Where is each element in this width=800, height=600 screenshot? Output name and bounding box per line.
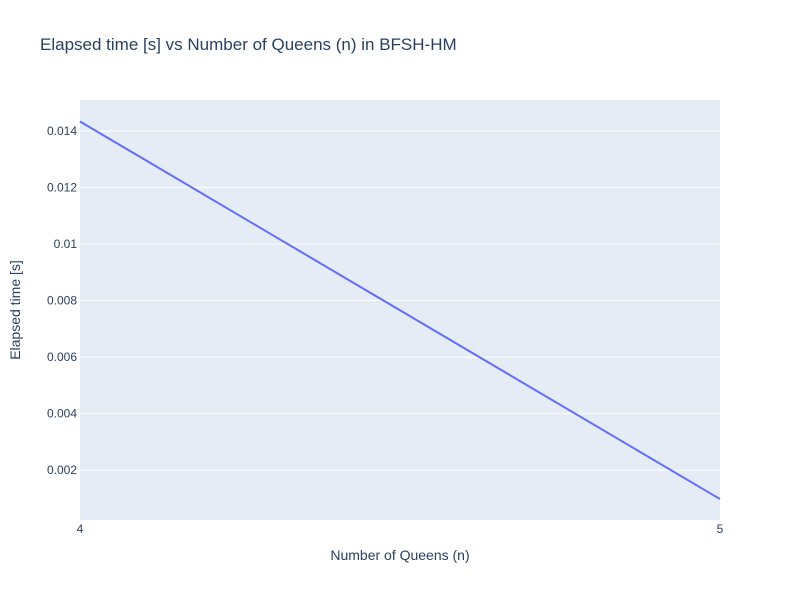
series-line (79, 120, 721, 500)
series-lines (79, 120, 721, 500)
y-tick-label: 0.014 (47, 124, 77, 138)
y-axis-label: Elapsed time [s] (7, 260, 23, 360)
x-tick-label: 5 (717, 522, 724, 536)
tick-labels: 0.002 0.004 0.006 0.008 0.01 0.012 0.014 4 5 (47, 124, 724, 536)
y-tick-label: 0.002 (47, 463, 77, 477)
x-axis-label: Number of Queens (n) (330, 547, 469, 563)
x-tick-label: 4 (77, 522, 84, 536)
y-tick-label: 0.004 (47, 407, 77, 421)
chart-title: Elapsed time [s] vs Number of Queens (n)… (40, 35, 457, 54)
grid-lines (80, 130, 720, 471)
y-tick-label: 0.01 (54, 237, 78, 251)
y-tick-label: 0.006 (47, 350, 77, 364)
y-tick-label: 0.008 (47, 294, 77, 308)
y-tick-label: 0.012 (47, 180, 77, 194)
